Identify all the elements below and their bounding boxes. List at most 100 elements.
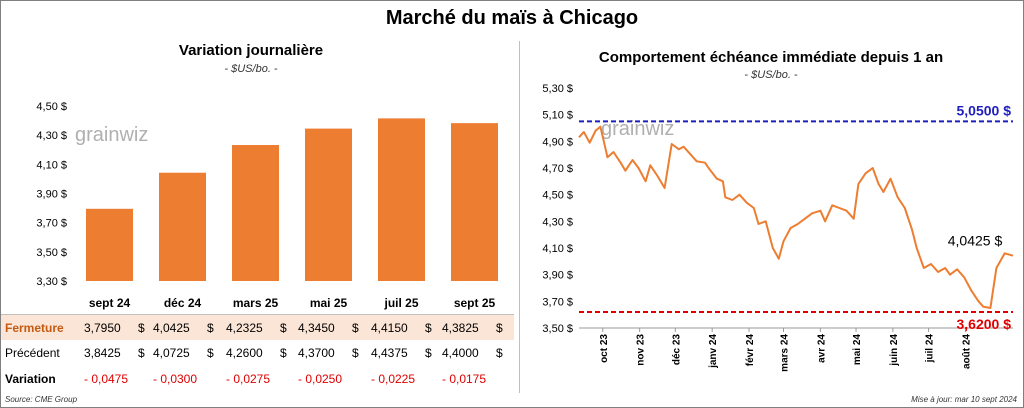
table-cell: 4,3825 $ [442, 315, 508, 341]
row-label: Variation [5, 372, 56, 386]
cell-value: 4,4375 [371, 346, 408, 360]
bar [232, 145, 279, 281]
y-tick-label: 4,70 $ [542, 163, 573, 175]
cell-unit: $ [352, 321, 359, 335]
low-reference-label: 3,6200 $ [957, 316, 1012, 332]
cell-value: - 0,0300 [153, 372, 198, 386]
x-tick-label: juin 24 [889, 334, 900, 367]
cell-unit: $ [352, 346, 359, 360]
table-cell: 4,4150 $ [371, 315, 437, 341]
x-category-label: déc 24 [163, 296, 202, 310]
table-row: Variation - 0,0475 - 0,0300 - 0,0275 - 0,025… [1, 366, 514, 392]
cell-value: 3,7950 [84, 321, 121, 335]
x-tick-label: mars 24 [780, 334, 791, 372]
cell-value: 4,3700 [298, 346, 335, 360]
table-cell: 4,4375 $ [371, 340, 437, 366]
bar [378, 118, 425, 281]
x-category-label: juil 25 [384, 296, 419, 310]
table-row: Précédent 3,8425 $4,0725 $4,2600 $4,3700 $4,4… [1, 340, 514, 367]
table-cell: 4,3700 $ [298, 340, 364, 366]
main-title: Marché du maïs à Chicago [385, 7, 639, 29]
cell-unit: $ [138, 321, 145, 335]
x-tick-label: août 24 [961, 334, 972, 369]
y-tick-label: 4,50 $ [36, 101, 67, 113]
right-chart-subtitle: - $US/bo. - [744, 69, 798, 81]
y-tick-label: 4,30 $ [36, 130, 67, 142]
bar-chart: grainwiz 3,30 $ 3,50 $ 3,70 $ 3,90 $ 4,10 $ 4… [36, 101, 498, 288]
y-tick-label: 3,70 $ [542, 296, 573, 308]
watermark-logo: grainwiz [75, 124, 148, 146]
table-cell: - 0,0275 [226, 366, 292, 392]
price-table: sept 24 déc 24 mars 25 mai 25 juil 25 sept 25… [1, 292, 514, 392]
x-tick-label: févr 24 [745, 334, 756, 367]
y-tick-label: 3,50 $ [36, 247, 67, 259]
x-tick-label: juil 24 [925, 334, 936, 364]
update-note: Mise à jour: mar 10 sept 2024 [911, 395, 1017, 404]
x-tick-label: oct 23 [599, 334, 610, 363]
table-cell: 4,2325 $ [226, 315, 292, 341]
x-category-label: mars 25 [232, 296, 279, 310]
cell-unit: $ [280, 346, 287, 360]
cell-value: 4,0425 [153, 321, 190, 335]
y-tick-label: 5,10 $ [542, 110, 573, 122]
cell-unit: $ [496, 321, 503, 335]
y-tick-label: 4,10 $ [542, 243, 573, 255]
table-cell: 4,0425 $ [153, 315, 219, 341]
price-series-line [578, 125, 1014, 309]
y-tick-label: 3,70 $ [36, 218, 67, 230]
cell-value: 4,3825 [442, 321, 479, 335]
y-tick-label: 4,90 $ [542, 136, 573, 148]
y-tick-label: 3,50 $ [542, 323, 573, 335]
cell-value: - 0,0475 [84, 372, 129, 386]
x-tick-label: nov 23 [636, 334, 647, 366]
y-tick-label: 5,30 $ [542, 83, 573, 95]
last-value-label: 4,0425 $ [948, 233, 1003, 249]
cell-value: - 0,0250 [298, 372, 343, 386]
cell-value: - 0,0225 [371, 372, 416, 386]
x-category-label: sept 24 [88, 296, 131, 310]
cell-value: 3,8425 [84, 346, 121, 360]
y-tick-label: 4,50 $ [542, 190, 573, 202]
left-chart-title: Variation journalière [178, 42, 324, 59]
x-tick-label: mai 24 [852, 334, 863, 366]
cell-value: - 0,0175 [442, 372, 487, 386]
table-cell: - 0,0175 [442, 366, 508, 392]
cell-unit: $ [425, 346, 432, 360]
y-tick-label: 4,10 $ [36, 159, 67, 171]
cell-value: 4,3450 [298, 321, 335, 335]
row-label: Fermeture [5, 321, 64, 335]
bar [159, 172, 206, 281]
y-tick-label: 3,90 $ [542, 270, 573, 282]
y-tick-label: 4,30 $ [542, 216, 573, 228]
table-cell: - 0,0225 [371, 366, 437, 392]
cell-value: 4,0725 [153, 346, 190, 360]
table-cell: 4,4000 $ [442, 340, 508, 366]
table-cell: 3,7950 $ [84, 315, 150, 341]
x-category-label: sept 25 [453, 296, 496, 310]
x-tick-label: déc 23 [671, 334, 682, 366]
bar [86, 208, 133, 281]
panel-divider [519, 41, 520, 393]
left-chart-subtitle: - $US/bo. - [224, 63, 278, 75]
right-chart-title: Comportement échéance immédiate depuis 1… [598, 49, 944, 66]
cell-unit: $ [207, 346, 214, 360]
table-cell: - 0,0300 [153, 366, 219, 392]
table-cell: - 0,0475 [84, 366, 150, 392]
cell-value: - 0,0275 [226, 372, 271, 386]
table-row: Fermeture 3,7950 $4,0425 $4,2325 $ 4,3450 $4,4… [1, 314, 514, 342]
y-tick-label: 3,90 $ [36, 189, 67, 201]
x-category-label: mai 25 [309, 296, 348, 310]
cell-value: 4,4150 [371, 321, 408, 335]
cell-value: 4,4000 [442, 346, 479, 360]
cell-unit: $ [138, 346, 145, 360]
cell-unit: $ [425, 321, 432, 335]
cell-unit: $ [207, 321, 214, 335]
table-cell: 4,0725 $ [153, 340, 219, 366]
table-cell: 4,3450 $ [298, 315, 364, 341]
cell-unit: $ [280, 321, 287, 335]
category-header-row: sept 24 déc 24 mars 25 mai 25 juil 25 sept 25 [1, 292, 514, 314]
line-chart: grainwiz 3,50 $ 3,70 $ 3,90 $ 4,10 $ 4,30 $ 4… [542, 83, 1014, 372]
row-label: Précédent [5, 346, 60, 360]
cell-value: 4,2600 [226, 346, 263, 360]
